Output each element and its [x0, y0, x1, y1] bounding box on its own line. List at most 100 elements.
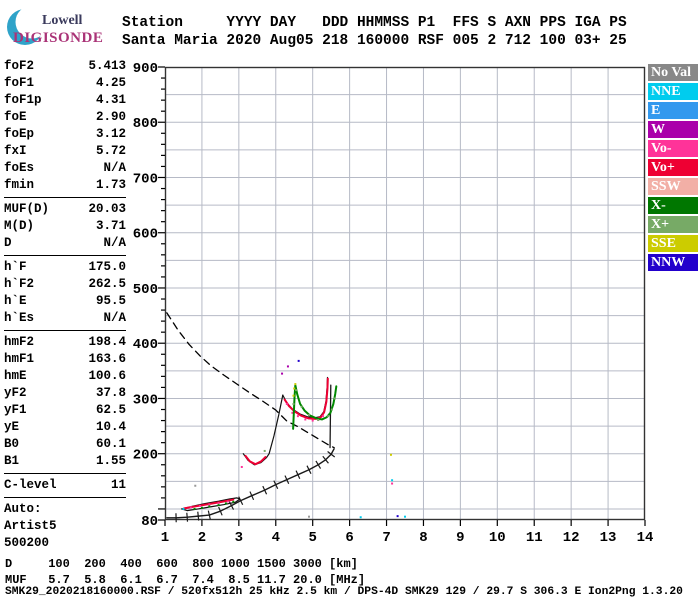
f-trace-x-dots — [333, 397, 336, 400]
legend-item-noval: No Val — [648, 64, 698, 81]
param-row-hmf2: hmF2 198.4 — [4, 334, 126, 351]
f2-trace-o-underside — [304, 418, 307, 421]
param-row-hf2: h`F2 262.5 — [4, 276, 126, 293]
param-label: hmE — [4, 369, 27, 383]
param-row-foes: foEs N/A — [4, 160, 126, 177]
e-trace-x-mode — [224, 502, 227, 505]
param-row-foe: foE 2.90 — [4, 109, 126, 126]
scatter-dots-noval — [308, 515, 310, 518]
param-label: h`F2 — [4, 277, 35, 291]
e-trace-outline — [181, 497, 241, 512]
muf-transmission-curve — [166, 312, 335, 449]
param-row-fof1p: foF1p 4.31 — [4, 92, 126, 109]
fof2-asymptote-line — [329, 384, 332, 449]
autoscaling-info: Auto: Artist5 500200 — [4, 501, 126, 552]
lowell-digisonde-logo: Lowell DIGISONDE — [4, 4, 129, 56]
param-value: 1.55 — [95, 454, 126, 468]
param-value: 262.5 — [88, 277, 126, 291]
muf-distance-row: D 100 200 400 600 800 1000 1500 3000 [km… — [5, 557, 358, 571]
x-axis-label: 6 — [345, 530, 353, 546]
param-row-md: M(D) 3.71 — [4, 218, 126, 235]
param-row-fmin: fmin 1.73 — [4, 177, 126, 194]
param-value: 2.90 — [95, 110, 126, 124]
param-row-hf: h`F 175.0 — [4, 259, 126, 276]
param-group: hmF2 198.4 hmF1 163.6 hmE 100.6 yF2 37.8 yF1 62.5… — [4, 334, 126, 474]
header-values-line: Santa Maria 2020 Aug05 218 160000 RSF 00… — [122, 32, 627, 49]
param-label: yE — [4, 420, 20, 434]
plot-frame — [164, 66, 646, 521]
e-trace-x-mode — [217, 504, 220, 507]
param-row-fxi: fxI 5.72 — [4, 143, 126, 160]
e-trace-o-inner — [217, 502, 220, 505]
param-value: 37.8 — [95, 386, 126, 400]
scatter-dots-nne — [404, 515, 406, 518]
muf-frequency-row: MUF 5.7 5.8 6.1 6.7 7.4 8.5 11.7 20.0 [M… — [5, 573, 366, 587]
f2-trace-o-underside — [240, 465, 243, 468]
legend-item-nne: NNE — [648, 83, 698, 100]
profile-tick-mark — [207, 510, 211, 520]
param-value: 1.73 — [95, 178, 126, 192]
x-axis-label: 14 — [637, 530, 654, 546]
f-trace-x-dots — [317, 419, 320, 422]
profile-tick-mark — [262, 485, 268, 495]
e-trace-o-inner — [208, 503, 211, 506]
f2-trace-o-underside — [311, 419, 314, 422]
f2-trace-o-underside — [322, 415, 325, 418]
param-label: hmF1 — [4, 352, 35, 366]
profile-tick-mark — [197, 511, 200, 521]
param-value: 5.72 — [95, 144, 126, 158]
y-axis-label: 600 — [133, 227, 158, 243]
f-trace-x-dots — [327, 415, 330, 418]
profile-tick-mark — [306, 465, 312, 475]
param-label: foEs — [4, 161, 35, 175]
param-row-fof1: foF1 4.25 — [4, 75, 126, 92]
e-trace-x-mode — [232, 500, 235, 503]
param-label: D — [4, 236, 12, 250]
param-row-he: h`E 95.5 — [4, 293, 126, 310]
param-value: N/A — [103, 236, 126, 250]
param-value: 62.5 — [95, 403, 126, 417]
y-axis-label: 200 — [133, 448, 158, 464]
param-row-hes: h`Es N/A — [4, 310, 126, 327]
f1-trace-outline — [242, 394, 284, 466]
y-axis-label: 400 — [133, 337, 158, 353]
param-row-yf2: yF2 37.8 — [4, 385, 126, 402]
doppler-direction-legend: No Val NNE E W Vo- Vo+ SSW X- X+ SSE NNW — [648, 64, 698, 273]
sse-dots — [293, 387, 296, 390]
param-label: foF1 — [4, 76, 35, 90]
legend-item-x-: X- — [648, 197, 698, 214]
param-value: 100.6 — [88, 369, 126, 383]
scatter-dots-nnw — [396, 515, 399, 518]
param-group: h`F 175.0 h`F2 262.5 h`E 95.5 h`Es N/A — [4, 259, 126, 331]
param-value: 175.0 — [88, 260, 126, 274]
param-value: 4.31 — [95, 93, 126, 107]
param-label: M(D) — [4, 219, 35, 233]
param-value: 60.1 — [95, 437, 126, 451]
f1-trace-o-mode — [244, 454, 267, 466]
param-row-clevel: C-level 11 — [4, 477, 126, 494]
sse-dots — [294, 383, 297, 386]
station-header: Station YYYY DAY DDD HHMMSS P1 FFS S AXN… — [122, 15, 627, 50]
legend-item-sse: SSE — [648, 235, 698, 252]
sse-dots — [389, 453, 392, 456]
param-value: 163.6 — [88, 352, 126, 366]
param-value: 10.4 — [95, 420, 126, 434]
x-axis-label: 10 — [489, 530, 506, 546]
param-group: MUF(D) 20.03 M(D) 3.71 D N/A — [4, 201, 126, 256]
f2-trace-o-underside — [285, 402, 288, 405]
scatter-dots-nnw — [297, 359, 300, 362]
param-group: C-level 11 — [4, 477, 126, 498]
x-axis-label: 5 — [308, 530, 316, 546]
profile-tick-mark — [322, 455, 329, 464]
scatter-dots-nne — [391, 479, 394, 482]
muf-distance-table: D 100 200 400 600 800 1000 1500 3000 [km… — [5, 556, 365, 588]
profile-tick-mark — [295, 470, 301, 480]
e-trace-x-mode — [200, 506, 203, 509]
scatter-dots-w — [286, 365, 289, 368]
true-height-profile — [166, 448, 335, 519]
measurement-footer: SMK29_2020218160000.RSF / 520fx512h 25 k… — [5, 586, 683, 598]
param-value: 3.12 — [95, 127, 126, 141]
f-trace-x-dots — [295, 389, 298, 392]
param-row-hme: hmE 100.6 — [4, 368, 126, 385]
param-value: 5.413 — [88, 59, 126, 73]
